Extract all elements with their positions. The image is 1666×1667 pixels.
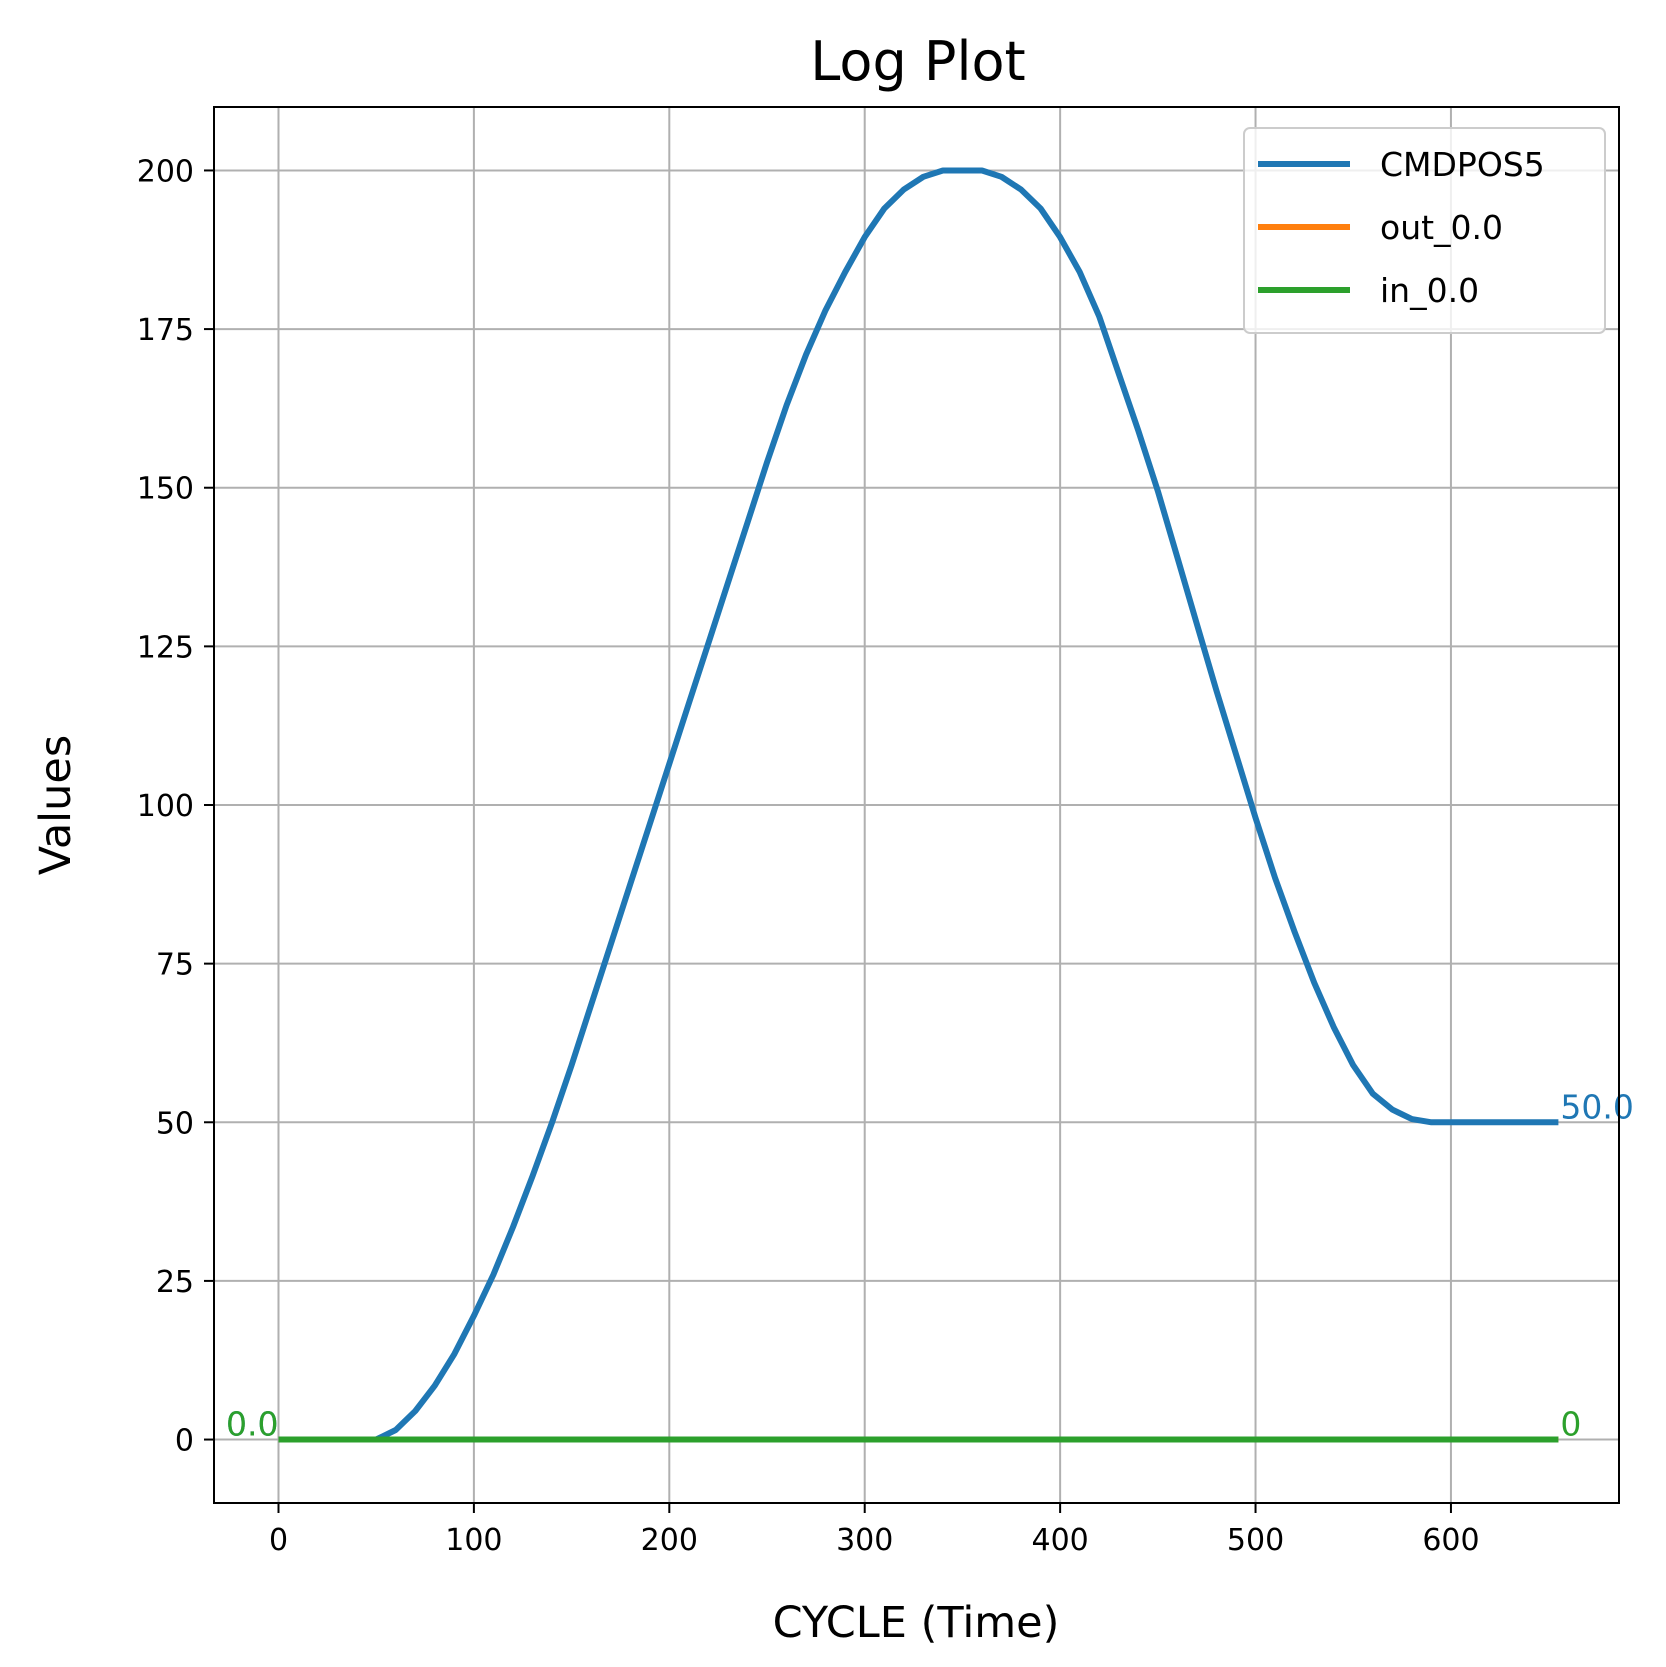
legend-label: out_0.0 — [1380, 208, 1503, 247]
series-line-cmdpos5 — [278, 167, 1559, 1443]
y-axis-title: Values — [31, 735, 81, 876]
x-axis-title: CYCLE (Time) — [773, 1598, 1060, 1648]
y-tick-label: 175 — [137, 313, 194, 348]
y-tick-label: 0 — [175, 1424, 194, 1459]
x-tick-label: 0 — [269, 1523, 288, 1558]
y-tick-label: 150 — [137, 472, 194, 507]
x-tick-label: 600 — [1422, 1523, 1479, 1558]
data-label: 0.0 — [226, 1405, 278, 1444]
y-tick-label: 75 — [156, 948, 194, 983]
x-tick-label: 100 — [445, 1523, 502, 1558]
ticks: 0 100 200 300 400 500 600 0 25 50 75 100 125 150 175 20… — [137, 154, 1480, 1558]
y-tick-label: 50 — [156, 1106, 194, 1141]
legend-label: CMDPOS5 — [1380, 145, 1545, 184]
y-tick-label: 200 — [137, 154, 194, 189]
data-label: 0.0 — [226, 1405, 278, 1444]
y-tick-label: 100 — [137, 789, 194, 824]
plot-area — [278, 167, 1559, 1443]
data-label: 0 — [1560, 1405, 1581, 1444]
x-tick-label: 300 — [836, 1523, 893, 1558]
legend-label: in_0.0 — [1380, 271, 1479, 310]
legend-box — [1243, 127, 1606, 334]
data-label: 50.0 — [1560, 1087, 1633, 1126]
x-tick-label: 400 — [1031, 1523, 1088, 1558]
x-tick-label: 500 — [1227, 1523, 1284, 1558]
y-tick-label: 125 — [137, 630, 194, 665]
legend: CMDPOS5 out_0.0 in_0.0 — [1243, 127, 1606, 334]
y-tick-label: 25 — [156, 1265, 194, 1300]
annotations: 0.00.050.00 — [226, 1087, 1634, 1443]
x-tick-label: 200 — [641, 1523, 698, 1558]
chart-title: Log Plot — [810, 30, 1025, 93]
